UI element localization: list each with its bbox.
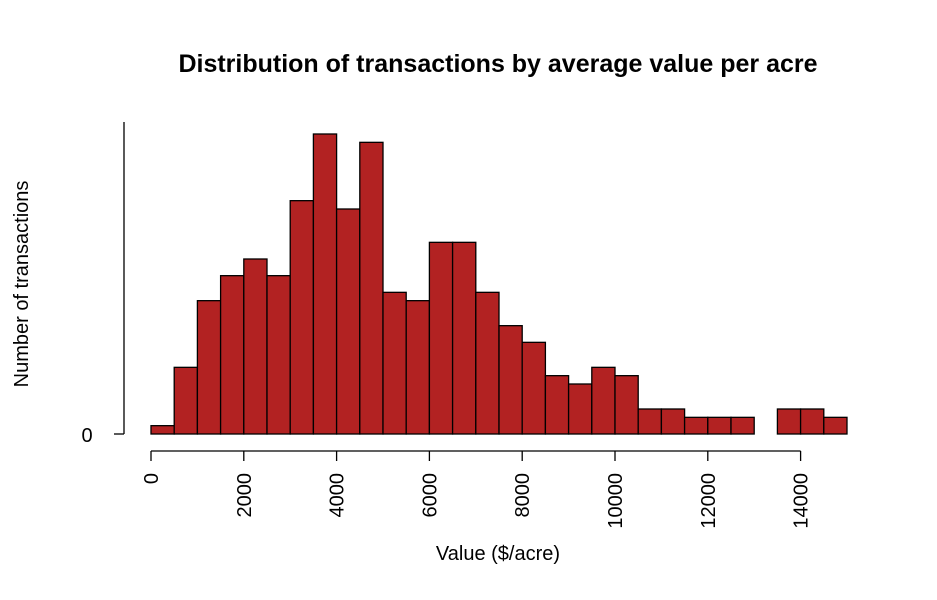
histogram-bar [266,275,291,435]
histogram-bar [521,341,547,435]
histogram-bar [776,408,802,435]
histogram-bar [428,241,454,435]
histogram-bar [799,408,825,435]
histogram-bar [173,366,199,435]
histogram-bar [707,416,732,435]
chart-title: Distribution of transactions by average … [178,50,817,78]
histogram-bar [196,300,222,435]
histogram-bar [683,416,709,435]
x-tick-label: 4000 [327,473,349,518]
histogram-bar [405,300,431,435]
x-tick-label: 6000 [419,473,441,518]
y-tick-label: 0 [81,425,92,447]
histogram-bar [335,208,361,435]
histogram-bar [637,408,663,435]
histogram-bar [475,291,500,435]
histogram-bar [312,133,338,435]
y-axis-label: Number of transactions [11,181,33,388]
bars-group [150,133,848,435]
histogram-bar [591,366,616,435]
histogram-bar [730,416,755,435]
x-tick-label: 14000 [791,473,813,529]
x-tick-label: 10000 [605,473,627,529]
y-axis: 0 [81,122,125,447]
histogram-bar [451,241,477,435]
histogram-bar [567,383,593,435]
x-tick-label: 2000 [234,473,256,518]
histogram-bar [243,258,268,435]
histogram-bar [498,325,523,435]
histogram-bar [823,416,848,435]
x-tick-label: 12000 [698,473,720,529]
histogram-bar [660,408,686,435]
histogram-bar [544,375,570,435]
histogram-bar [614,375,639,435]
x-axis-label: Value ($/acre) [436,543,560,565]
histogram-bar [219,275,245,435]
histogram-bar [359,141,384,435]
x-axis: 0 2000 4000 6000 8000 10000 12000 14000 [141,450,813,529]
x-tick-label: 8000 [512,473,534,518]
histogram-bar [382,291,407,435]
histogram-bar [289,200,315,435]
histogram-bar [150,425,175,435]
x-tick-label: 0 [141,473,163,484]
